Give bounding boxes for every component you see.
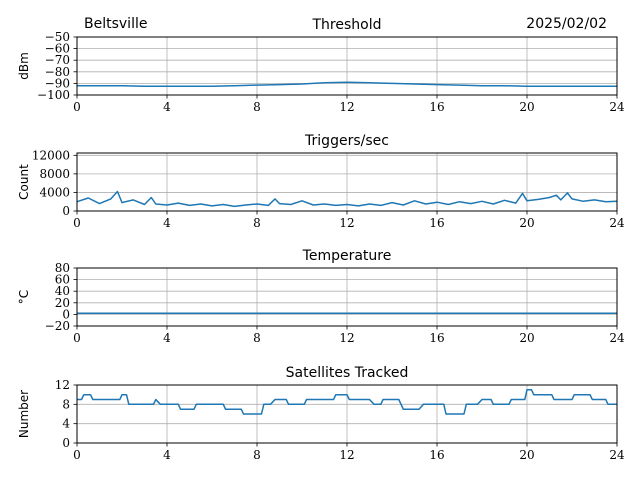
y-tick-label: 60: [55, 273, 70, 287]
y-tick-label: 0: [62, 204, 70, 218]
x-tick-label: 4: [163, 100, 171, 114]
x-tick-label: 16: [429, 331, 444, 345]
y-tick-label: −80: [45, 65, 70, 79]
series-line-1: [77, 389, 617, 415]
x-tick-label: 8: [253, 448, 261, 462]
y-tick-label: 12: [55, 378, 70, 392]
x-tick-label: 16: [429, 216, 444, 230]
panel-1: 0 4 8 12 16 20 24 −100−90−80−70−60−50 Threshold d…: [17, 17, 625, 114]
x-tick-label: 0: [73, 331, 81, 345]
panel-title: Temperature: [302, 248, 392, 264]
y-tick-label: 4000: [39, 185, 70, 199]
y-tick-label: 0: [62, 436, 70, 450]
x-tick-label: 0: [73, 448, 81, 462]
x-tick-label: 24: [609, 331, 625, 345]
series-line-1: [77, 81, 617, 88]
y-axis-label: °C: [17, 290, 31, 304]
panel-title: Satellites Tracked: [286, 365, 409, 381]
x-tick-label: 4: [163, 448, 171, 462]
y-tick-label: −90: [45, 76, 70, 90]
y-tick-label: −100: [37, 88, 70, 102]
x-tick-label: 24: [609, 216, 625, 230]
y-tick-label: 8000: [39, 167, 70, 181]
y-tick-label: 8: [62, 397, 70, 411]
y-tick-label: 80: [55, 261, 70, 275]
x-tick-label: 16: [429, 448, 444, 462]
x-tick-label: 16: [429, 100, 444, 114]
y-tick-label: −60: [45, 42, 70, 56]
date-label: 2025/02/02: [526, 16, 607, 32]
y-tick-label: 40: [55, 284, 70, 298]
x-tick-label: 8: [253, 216, 261, 230]
x-tick-label: 0: [73, 100, 81, 114]
x-tick-label: 12: [339, 331, 354, 345]
y-axis-label: Number: [17, 390, 31, 438]
x-tick-label: 4: [163, 216, 171, 230]
x-tick-label: 8: [253, 100, 261, 114]
panel-4: 0 4 8 12 16 20 24 0 4 8 12 Satellites Tracked Number: [17, 365, 625, 462]
x-tick-label: 8: [253, 331, 261, 345]
x-tick-label: 24: [609, 100, 625, 114]
y-tick-label: 20: [55, 296, 70, 310]
site-label: Beltsville: [84, 16, 147, 32]
x-tick-label: 20: [519, 448, 534, 462]
x-tick-label: 0: [73, 216, 81, 230]
y-tick-label: −70: [45, 53, 70, 67]
y-tick-label: 0: [62, 307, 70, 321]
panel-title: Threshold: [312, 17, 382, 33]
panel-2: 0 4 8 12 16 20 24 0 4000 8000 12000 Triggers/sec Cou…: [17, 133, 625, 230]
x-tick-label: 20: [519, 331, 534, 345]
y-axis-label: Count: [17, 164, 31, 200]
y-axis-label: dBm: [17, 52, 31, 80]
y-tick-label: −20: [45, 319, 70, 333]
x-tick-label: 20: [519, 100, 534, 114]
y-tick-label: −50: [45, 30, 70, 44]
y-tick-label: 12000: [32, 148, 70, 162]
x-tick-label: 12: [339, 448, 354, 462]
x-tick-label: 24: [609, 448, 625, 462]
x-tick-label: 12: [339, 100, 354, 114]
x-tick-label: 12: [339, 216, 354, 230]
series-line-1: [76, 190, 618, 208]
x-tick-label: 20: [519, 216, 534, 230]
panel-title: Triggers/sec: [304, 133, 389, 149]
y-tick-label: 4: [62, 417, 70, 431]
panels: 0 4 8 12 16 20 24 −100−90−80−70−60−50 Threshold d…: [17, 17, 625, 462]
x-tick-label: 4: [163, 331, 171, 345]
